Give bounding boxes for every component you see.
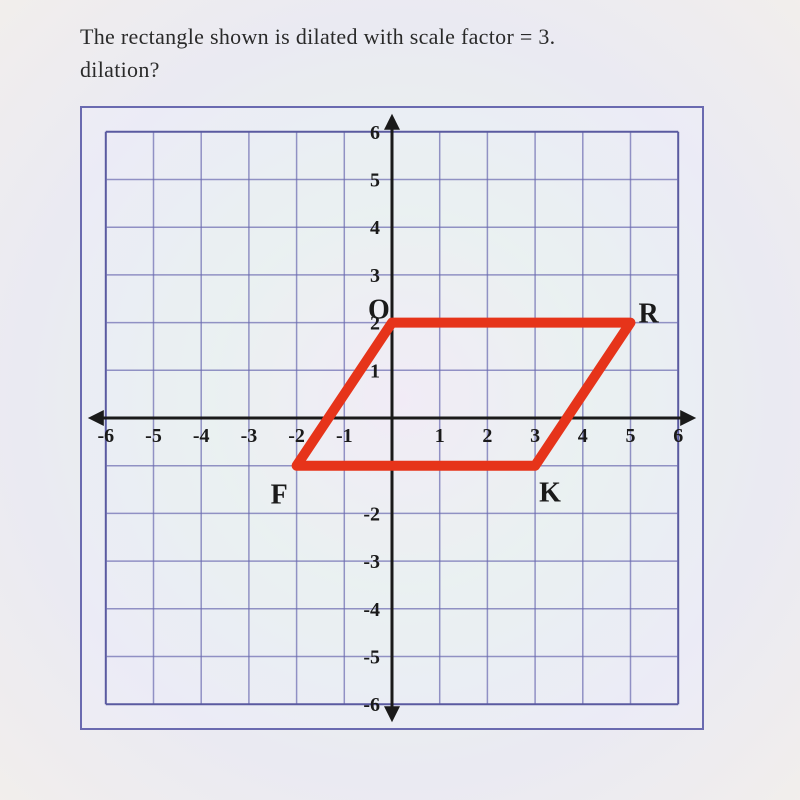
y-tick-label: 6: [370, 122, 380, 144]
y-tick-label: -2: [363, 503, 380, 525]
x-tick-label: -3: [241, 425, 258, 447]
coordinate-grid: -6-5-4-3-2-1123456654321-2-3-4-5-6ORKF: [80, 106, 704, 730]
y-tick-label: 4: [370, 217, 380, 239]
vertex-label-f: F: [271, 480, 288, 511]
question-line-2: dilation?: [80, 57, 160, 82]
y-tick-label: 3: [370, 265, 380, 287]
question-text: The rectangle shown is dilated with scal…: [80, 20, 780, 86]
x-tick-label: -1: [336, 425, 353, 447]
x-tick-label: 4: [578, 425, 588, 447]
x-arrow-left: [88, 410, 104, 426]
y-arrow-up: [384, 114, 400, 130]
x-tick-label: -6: [97, 425, 114, 447]
x-tick-label: 1: [435, 425, 445, 447]
y-tick-label: -5: [363, 647, 380, 669]
x-arrow-right: [680, 410, 696, 426]
vertex-label-k: K: [539, 478, 561, 509]
x-tick-label: -5: [145, 425, 162, 447]
x-tick-label: 3: [530, 425, 540, 447]
y-arrow-down: [384, 706, 400, 722]
y-tick-label: -4: [363, 599, 380, 621]
x-tick-label: -4: [193, 425, 210, 447]
vertex-label-o: O: [368, 295, 390, 326]
y-tick-label: 1: [370, 360, 380, 382]
y-tick-label: -3: [363, 551, 380, 573]
grid-svg: -6-5-4-3-2-1123456654321-2-3-4-5-6ORKF: [82, 108, 702, 728]
y-tick-label: 5: [370, 170, 380, 192]
page: The rectangle shown is dilated with scal…: [0, 0, 800, 800]
x-tick-label: 2: [482, 425, 492, 447]
x-tick-label: -2: [288, 425, 305, 447]
y-tick-label: -6: [363, 694, 380, 716]
x-tick-label: 6: [673, 425, 683, 447]
question-line-1: The rectangle shown is dilated with scal…: [80, 24, 555, 49]
x-tick-label: 5: [626, 425, 636, 447]
vertex-label-r: R: [639, 299, 660, 330]
